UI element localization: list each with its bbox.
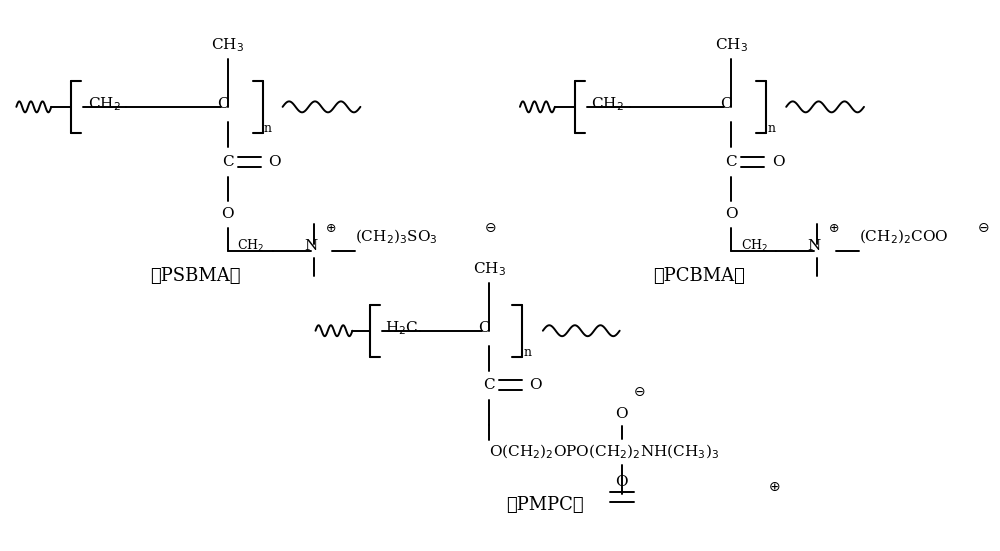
Text: $\oplus$: $\oplus$ <box>828 222 840 235</box>
Text: O(CH$_2$)$_2$OPO(CH$_2$)$_2$NH(CH$_3$)$_3$: O(CH$_2$)$_2$OPO(CH$_2$)$_2$NH(CH$_3$)$_… <box>489 443 719 461</box>
Text: (CH$_2$)$_2$COO: (CH$_2$)$_2$COO <box>859 228 949 246</box>
Text: CH$_2$: CH$_2$ <box>237 238 264 254</box>
Text: （PCBMA）: （PCBMA） <box>654 267 745 285</box>
Text: CH$_3$: CH$_3$ <box>211 36 244 54</box>
Text: $\ominus$: $\ominus$ <box>633 385 646 399</box>
Text: O: O <box>221 207 234 222</box>
Text: O: O <box>772 155 785 169</box>
Text: H$_2$C: H$_2$C <box>385 319 418 337</box>
Text: O: O <box>530 379 542 392</box>
Text: N: N <box>808 239 821 253</box>
Text: C: C <box>483 379 495 392</box>
Text: C: C <box>721 97 732 111</box>
Text: n: n <box>767 122 775 135</box>
Text: C: C <box>726 155 737 169</box>
Text: CH$_3$: CH$_3$ <box>715 36 748 54</box>
Text: （PMPC）: （PMPC） <box>506 496 584 514</box>
Text: O: O <box>268 155 281 169</box>
Text: CH$_3$: CH$_3$ <box>473 260 506 278</box>
Text: CH$_2$: CH$_2$ <box>88 95 121 113</box>
Text: n: n <box>264 122 272 135</box>
Text: $\ominus$: $\ominus$ <box>977 222 990 235</box>
Text: C: C <box>478 321 490 335</box>
Text: C: C <box>217 97 229 111</box>
Text: O: O <box>615 407 628 422</box>
Text: n: n <box>524 346 532 359</box>
Text: $\oplus$: $\oplus$ <box>325 222 336 235</box>
Text: O: O <box>615 475 628 489</box>
Text: N: N <box>304 239 317 253</box>
Text: $\ominus$: $\ominus$ <box>484 222 496 235</box>
Text: CH$_2$: CH$_2$ <box>591 95 624 113</box>
Text: C: C <box>222 155 234 169</box>
Text: (CH$_2$)$_3$SO$_3$: (CH$_2$)$_3$SO$_3$ <box>355 228 438 246</box>
Text: CH$_2$: CH$_2$ <box>741 238 768 254</box>
Text: O: O <box>725 207 738 222</box>
Text: $\oplus$: $\oplus$ <box>768 480 780 494</box>
Text: （PSBMA）: （PSBMA） <box>151 267 241 285</box>
